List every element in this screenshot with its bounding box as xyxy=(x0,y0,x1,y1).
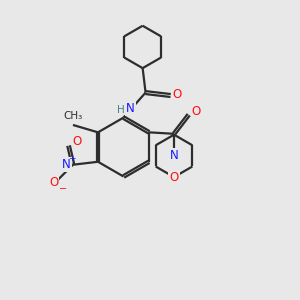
Text: −: − xyxy=(59,184,67,194)
Text: O: O xyxy=(172,88,182,100)
Text: O: O xyxy=(191,105,201,118)
Text: O: O xyxy=(169,171,179,184)
Text: O: O xyxy=(73,135,82,148)
Text: O: O xyxy=(49,176,58,189)
Text: N: N xyxy=(170,149,178,162)
Text: N: N xyxy=(126,102,135,116)
Text: H: H xyxy=(117,104,125,115)
Text: N: N xyxy=(62,158,71,171)
Text: +: + xyxy=(68,154,75,163)
Text: CH₃: CH₃ xyxy=(63,111,82,121)
